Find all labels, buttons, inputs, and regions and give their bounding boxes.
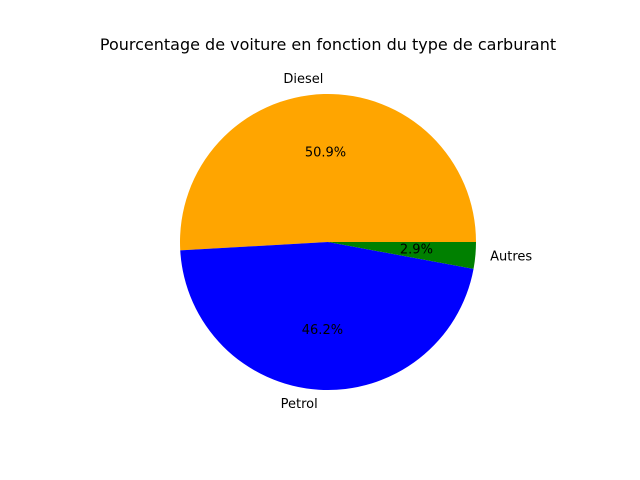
pie-slice-petrol bbox=[180, 242, 474, 391]
slice-percent-petrol: 46.2% bbox=[302, 323, 343, 338]
chart-title: Pourcentage de voiture en fonction du ty… bbox=[100, 35, 556, 54]
pie-slices bbox=[180, 94, 476, 391]
slice-label-diesel: Diesel bbox=[283, 72, 323, 87]
pie-slice-autres bbox=[328, 242, 476, 269]
slice-percent-diesel: 50.9% bbox=[305, 146, 346, 161]
slice-percent-autres: 2.9% bbox=[400, 243, 433, 258]
pie-labels: Diesel 50.9% Petrol 46.2% Autres 2.9% bbox=[281, 72, 533, 412]
pie-slice-diesel bbox=[180, 94, 476, 251]
slice-label-autres: Autres bbox=[490, 249, 532, 264]
slice-label-petrol: Petrol bbox=[281, 397, 318, 412]
